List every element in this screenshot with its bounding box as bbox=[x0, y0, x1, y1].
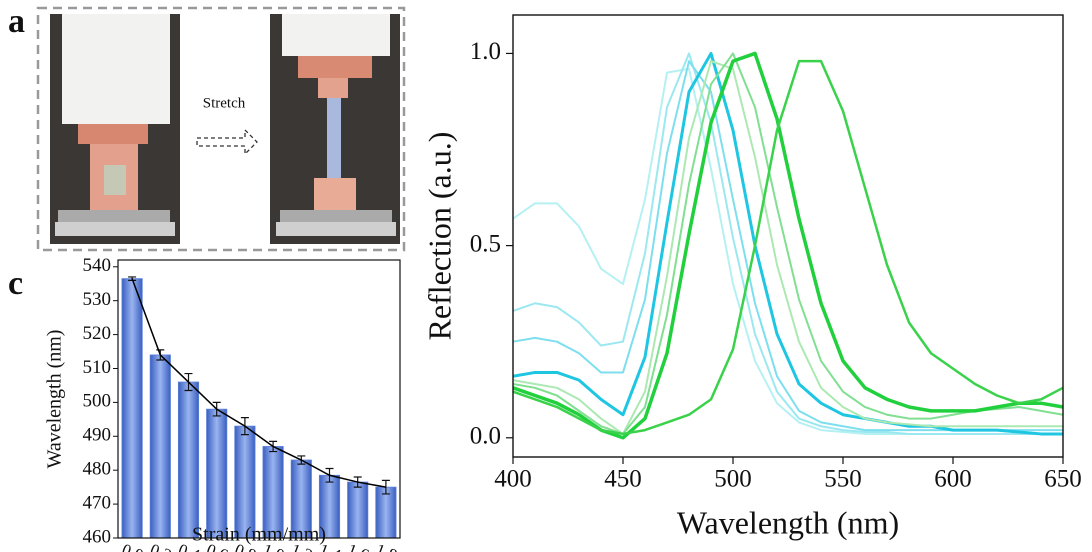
bar bbox=[234, 425, 256, 539]
fit-line bbox=[131, 278, 387, 488]
bar bbox=[121, 278, 143, 539]
bar bbox=[375, 486, 397, 539]
spectrum-line bbox=[512, 51, 1064, 440]
y-tick-label: 520 bbox=[83, 323, 112, 344]
y-tick-label: 1.0 bbox=[470, 38, 501, 65]
photo-before bbox=[50, 14, 180, 244]
spectrum-line bbox=[512, 59, 1064, 436]
panel-label: c bbox=[8, 265, 23, 302]
x-tick-label: 650 bbox=[1044, 466, 1082, 493]
stretch-caption: Stretch bbox=[203, 95, 246, 111]
photo-panel: Stretch a bbox=[8, 3, 406, 252]
bar bbox=[177, 381, 200, 539]
y-tick-label: 0.0 bbox=[470, 423, 501, 450]
stretch-arrow bbox=[196, 128, 258, 156]
plot-frame bbox=[117, 259, 401, 539]
bar bbox=[206, 408, 228, 539]
spectrum-line bbox=[512, 52, 1063, 435]
photo-after bbox=[270, 14, 400, 244]
x-tick-label: 450 bbox=[604, 466, 642, 493]
x-tick-label: 400 bbox=[494, 466, 532, 493]
y-tick-label: 490 bbox=[83, 425, 112, 446]
x-tick-label: 0.0 bbox=[119, 540, 145, 552]
x-axis-label: Strain (mm/mm) bbox=[192, 524, 326, 546]
y-tick-label: 480 bbox=[83, 459, 112, 480]
spectrum-line bbox=[512, 52, 1064, 435]
y-tick-label: 0.5 bbox=[470, 230, 501, 257]
x-tick-label: 1.6 bbox=[345, 540, 371, 552]
y-axis-label: Wavelength (nm) bbox=[44, 330, 66, 469]
y-tick-label: 460 bbox=[83, 526, 112, 547]
y-tick-label: 500 bbox=[83, 391, 112, 412]
x-tick-label: 600 bbox=[934, 466, 972, 493]
bar bbox=[347, 481, 369, 539]
x-tick-label: 1.8 bbox=[373, 540, 399, 552]
y-tick-label: 530 bbox=[83, 289, 112, 310]
y-axis-label: Reflection (a.u.) bbox=[421, 132, 457, 341]
x-tick-label: 0.2 bbox=[148, 540, 174, 552]
y-tick-label: 540 bbox=[83, 255, 112, 276]
error-bar bbox=[381, 479, 390, 495]
x-tick-label: 500 bbox=[714, 466, 752, 493]
spectrum-line bbox=[512, 60, 1063, 435]
bar bbox=[149, 354, 171, 539]
y-tick-label: 510 bbox=[83, 357, 112, 378]
y-tick-label: 470 bbox=[83, 492, 112, 513]
spectrum-line bbox=[512, 60, 1063, 432]
dashed-border bbox=[36, 6, 406, 252]
x-tick-label: 550 bbox=[824, 466, 862, 493]
panel-label: a bbox=[8, 3, 25, 40]
x-axis-label: Wavelength (nm) bbox=[677, 504, 899, 540]
plot-frame bbox=[512, 14, 1064, 458]
spectrum-line bbox=[512, 51, 1063, 436]
